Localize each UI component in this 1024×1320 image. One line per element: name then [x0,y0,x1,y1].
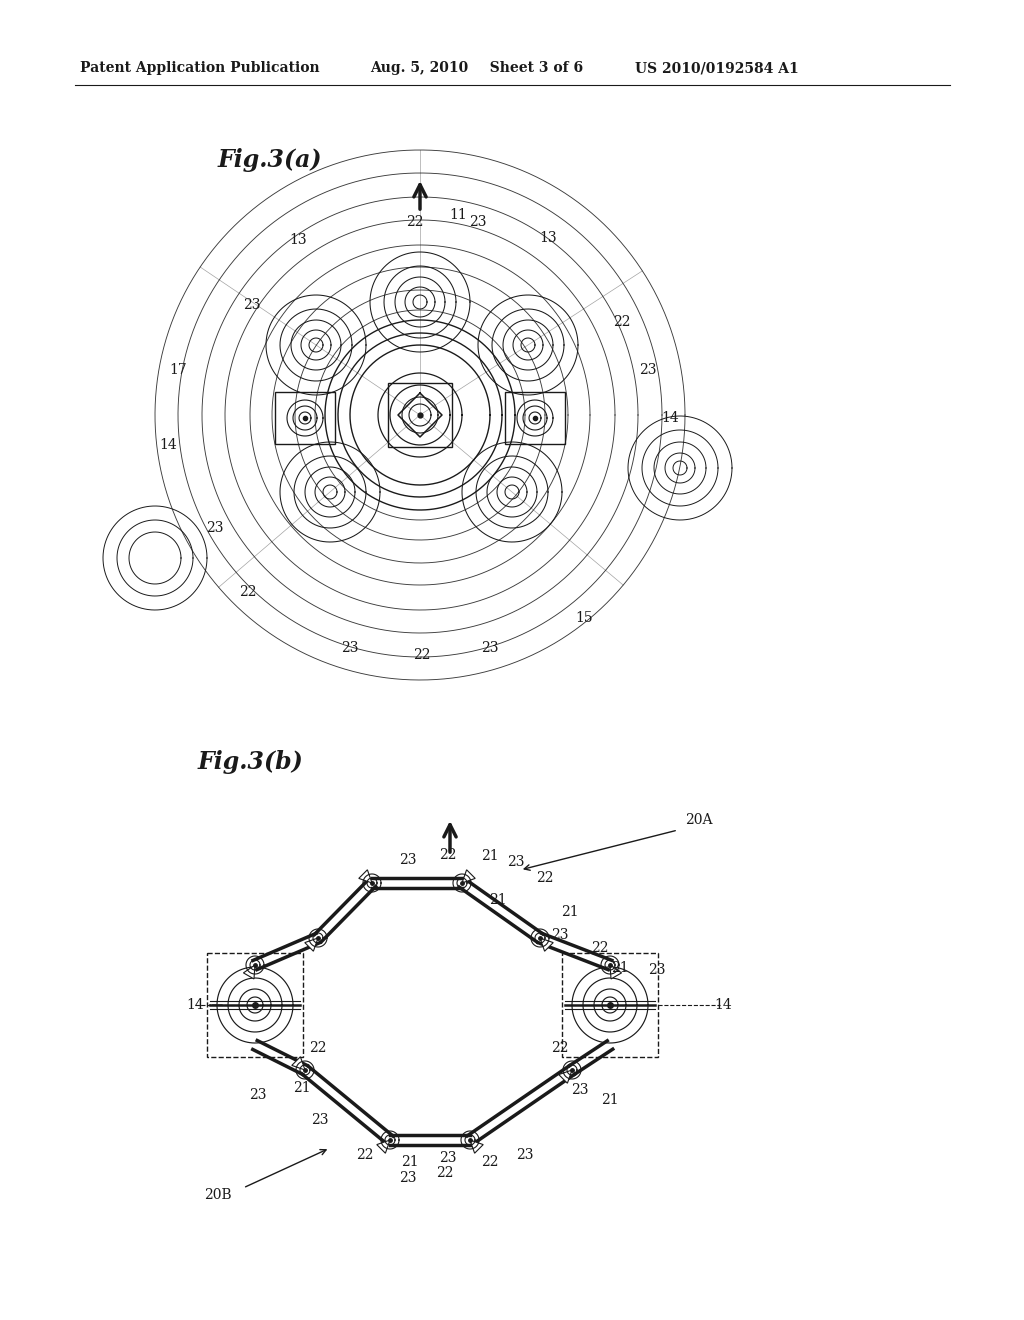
Text: Aug. 5, 2010: Aug. 5, 2010 [370,61,468,75]
Text: 20B: 20B [205,1188,232,1203]
Text: 23: 23 [639,363,656,378]
Text: Patent Application Publication: Patent Application Publication [80,61,319,75]
Text: 22: 22 [436,1166,454,1180]
Text: 22: 22 [309,1041,327,1055]
Text: 23: 23 [341,642,358,655]
Text: 23: 23 [311,1113,329,1127]
Bar [562,953,658,1057]
Text: 21: 21 [601,1093,618,1107]
Text: 22: 22 [481,1155,499,1170]
Text: 23: 23 [481,642,499,655]
Text: 14: 14 [159,438,177,451]
Text: 13: 13 [540,231,557,246]
Polygon shape [610,965,622,979]
Text: 14: 14 [714,998,732,1012]
Text: Fig.3(b): Fig.3(b) [198,750,304,774]
Bar [207,953,303,1057]
Text: Sheet 3 of 6: Sheet 3 of 6 [480,61,583,75]
Text: 22: 22 [407,215,424,228]
Text: 22: 22 [240,585,257,599]
Text: 21: 21 [561,906,579,919]
Text: 23: 23 [399,853,417,867]
Text: 14: 14 [186,998,204,1012]
Bar [505,392,565,444]
Text: 21: 21 [401,1155,419,1170]
Text: 23: 23 [648,964,666,977]
Text: 23: 23 [507,855,524,869]
Bar [388,383,452,447]
Text: 23: 23 [439,1151,457,1166]
Bar [275,392,335,444]
Text: 23: 23 [469,215,486,228]
Text: 22: 22 [414,648,431,663]
Text: Fig.3(a): Fig.3(a) [218,148,323,172]
Text: 17: 17 [169,363,186,378]
Polygon shape [358,870,372,883]
Text: 15: 15 [575,611,593,624]
Text: US 2010/0192584 A1: US 2010/0192584 A1 [635,61,799,75]
Text: 22: 22 [537,871,554,884]
Text: 21: 21 [481,849,499,863]
Text: 23: 23 [571,1082,589,1097]
Text: 23: 23 [399,1171,417,1185]
Text: 21: 21 [489,894,507,907]
Text: 22: 22 [613,315,631,329]
Text: 14: 14 [662,411,679,425]
Polygon shape [540,939,553,952]
Text: 22: 22 [551,1041,568,1055]
Text: 23: 23 [551,928,568,942]
Polygon shape [305,939,318,952]
Text: 21: 21 [611,961,629,975]
Text: 22: 22 [591,941,608,954]
Text: 23: 23 [516,1148,534,1162]
Text: 22: 22 [439,847,457,862]
Text: 23: 23 [244,298,261,312]
Text: 23: 23 [249,1088,266,1102]
Polygon shape [462,870,475,883]
Text: 20A: 20A [685,813,713,828]
Text: 21: 21 [293,1081,311,1096]
Text: 13: 13 [289,234,307,247]
Text: 22: 22 [356,1148,374,1162]
Polygon shape [559,1071,572,1084]
Text: 11: 11 [450,209,467,222]
Text: 23: 23 [206,521,224,535]
Polygon shape [292,1057,305,1071]
Polygon shape [470,1140,483,1154]
Polygon shape [244,965,255,979]
Polygon shape [377,1140,390,1154]
